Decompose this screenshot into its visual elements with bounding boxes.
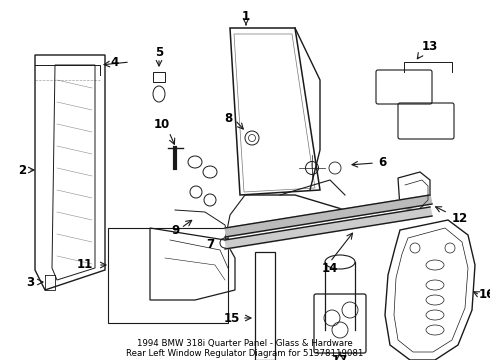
Text: 5: 5 [155, 45, 163, 58]
Text: 9: 9 [171, 224, 179, 237]
Bar [108, 228, 228, 323]
Text: 16: 16 [479, 288, 490, 302]
Text: 11: 11 [77, 258, 93, 271]
Text: 13: 13 [422, 40, 438, 54]
Text: 17: 17 [332, 354, 348, 360]
Text: 8: 8 [224, 112, 232, 125]
Text: 14: 14 [322, 261, 338, 274]
Text: 10: 10 [154, 118, 170, 131]
Polygon shape [225, 207, 432, 249]
Bar [255, 252, 275, 360]
Polygon shape [225, 195, 432, 237]
Text: 7: 7 [206, 238, 214, 252]
Text: 1994 BMW 318i Quarter Panel - Glass & Hardware
Rear Left Window Regulator Diagra: 1994 BMW 318i Quarter Panel - Glass & Ha… [126, 339, 364, 358]
Text: 3: 3 [26, 275, 34, 288]
Text: 1: 1 [242, 9, 250, 22]
Text: 12: 12 [452, 211, 468, 225]
Text: 6: 6 [378, 157, 386, 170]
Text: 15: 15 [224, 311, 240, 324]
Text: 4: 4 [111, 55, 119, 68]
Text: 2: 2 [18, 163, 26, 176]
